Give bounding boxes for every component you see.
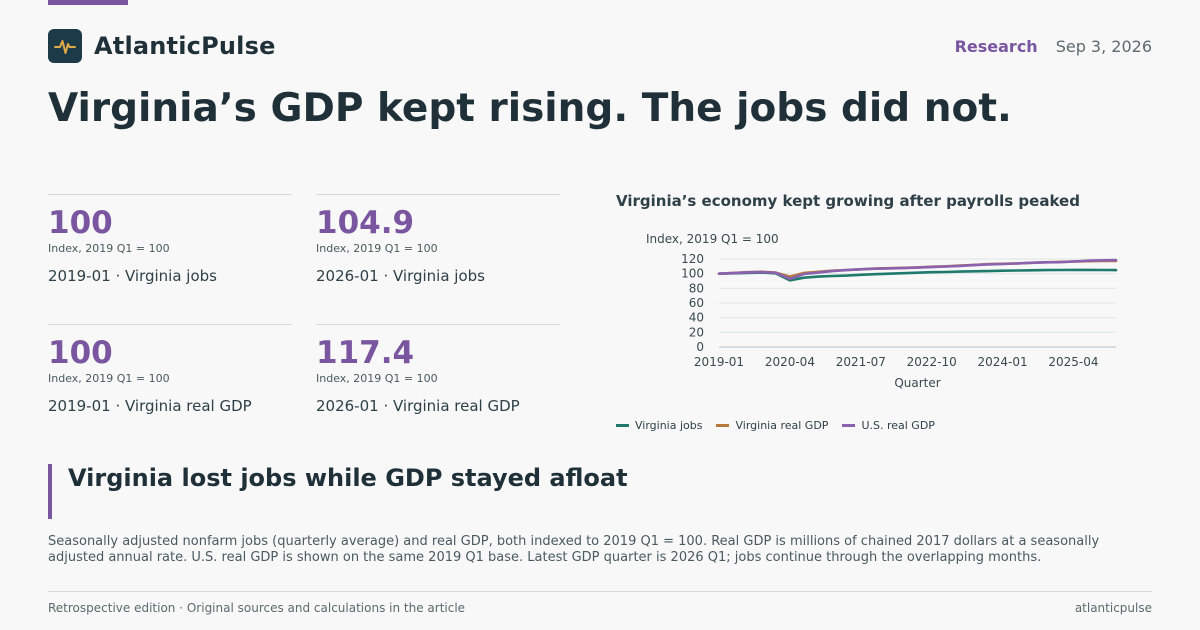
kpi-label: 2026-01 · Virginia jobs <box>316 267 485 285</box>
kpi-unit: Index, 2019 Q1 = 100 <box>48 242 170 255</box>
footer-site-link[interactable]: atlanticpulse <box>1074 601 1152 615</box>
methodology-note: Seasonally adjusted nonfarm jobs (quarte… <box>48 534 1100 565</box>
kpi-unit: Index, 2019 Q1 = 100 <box>316 372 438 385</box>
x-tick-label: 2019-01 <box>694 355 744 369</box>
kpi-unit: Index, 2019 Q1 = 100 <box>48 372 170 385</box>
chart-legend: Virginia jobs Virginia real GDP U.S. rea… <box>616 419 935 432</box>
legend-item: Virginia jobs <box>616 419 702 432</box>
callout-title: Virginia lost jobs while GDP stayed aflo… <box>68 464 628 492</box>
section-link-research[interactable]: Research <box>954 36 1038 56</box>
headline: Virginia’s GDP kept rising. The jobs did… <box>48 86 1012 131</box>
legend-swatch <box>616 424 629 427</box>
chart-title: Virginia’s economy kept growing after pa… <box>616 192 1080 210</box>
kpi-unit: Index, 2019 Q1 = 100 <box>316 242 438 255</box>
footer-edition: Retrospective edition · Original sources… <box>48 601 466 615</box>
kpi-card: 100 Index, 2019 Q1 = 100 2019-01 · Virgi… <box>48 324 292 415</box>
kpi-value: 104.9 <box>316 205 415 241</box>
y-tick-label: 20 <box>689 325 704 339</box>
brand-name: AtlanticPulse <box>94 32 276 60</box>
y-axis-label: Index, 2019 Q1 = 100 <box>646 232 779 246</box>
publish-date: Sep 3, 2026 <box>1055 36 1152 56</box>
legend-item: U.S. real GDP <box>842 419 935 432</box>
kpi-card: 100 Index, 2019 Q1 = 100 2019-01 · Virgi… <box>48 194 292 285</box>
legend-swatch <box>716 424 730 427</box>
brand[interactable]: AtlanticPulse <box>48 29 276 63</box>
top-accent-bar <box>48 0 128 5</box>
x-tick-label: 2021-07 <box>836 355 886 369</box>
pulse-icon <box>48 29 82 63</box>
x-tick-label: 2020-04 <box>765 355 815 369</box>
x-axis-label: Quarter <box>894 376 940 390</box>
callout: Virginia lost jobs while GDP stayed aflo… <box>48 464 628 519</box>
legend-label: Virginia real GDP <box>735 419 829 432</box>
kpi-label: 2019-01 · Virginia real GDP <box>48 397 252 415</box>
kpi-value: 100 <box>48 205 113 241</box>
y-tick-label: 80 <box>689 281 704 295</box>
y-tick-label: 0 <box>696 340 704 354</box>
legend-item: Virginia real GDP <box>716 419 828 432</box>
legend-swatch <box>842 424 856 427</box>
y-tick-label: 120 <box>681 252 704 266</box>
series-line <box>717 258 1118 281</box>
legend-label: U.S. real GDP <box>861 419 935 432</box>
x-tick-label: 2025-04 <box>1048 355 1098 369</box>
site-header: AtlanticPulse Research Sep 3, 2026 <box>48 29 1152 63</box>
kpi-value: 100 <box>48 335 113 371</box>
header-meta: Research Sep 3, 2026 <box>955 37 1152 56</box>
footer: Retrospective edition · Original sources… <box>48 591 1152 615</box>
y-tick-label: 40 <box>689 311 704 325</box>
kpi-card: 117.4 Index, 2019 Q1 = 100 2026-01 · Vir… <box>316 324 560 415</box>
y-tick-label: 60 <box>689 296 704 310</box>
kpi-label: 2026-01 · Virginia real GDP <box>316 397 520 415</box>
kpi-label: 2019-01 · Virginia jobs <box>48 267 217 285</box>
x-tick-label: 2024-01 <box>978 355 1028 369</box>
kpi-value: 117.4 <box>316 335 415 371</box>
y-tick-label: 100 <box>681 267 704 281</box>
kpi-card: 104.9 Index, 2019 Q1 = 100 2026-01 · Vir… <box>316 194 560 285</box>
x-tick-label: 2022-10 <box>907 355 957 369</box>
legend-label: Virginia jobs <box>635 419 703 432</box>
